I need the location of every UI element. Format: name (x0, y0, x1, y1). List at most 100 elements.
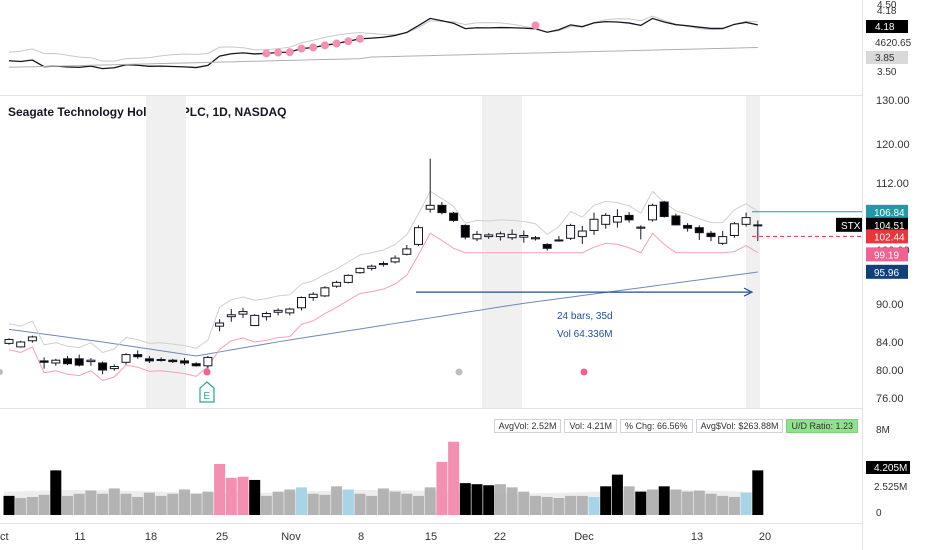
new-high-dot (356, 34, 364, 43)
candle-body (156, 359, 166, 361)
candle (507, 229, 517, 240)
candle-body (729, 223, 739, 236)
indicator-line (8, 17, 758, 70)
candle (449, 212, 459, 223)
candle (694, 225, 704, 240)
candle (226, 309, 236, 322)
volume-bar (190, 493, 202, 515)
volume-bar (331, 486, 343, 515)
candle (519, 230, 529, 243)
candle-body (180, 360, 189, 364)
volume-bar (541, 496, 553, 515)
candle (554, 236, 564, 242)
new-high-dot (531, 21, 540, 30)
price-label: 95.96 (874, 268, 899, 279)
candle-body (542, 243, 552, 249)
x-tick-label: 25 (216, 531, 228, 543)
volume-bar (179, 489, 190, 515)
x-tick-label: 15 (425, 531, 437, 543)
volume-label: 2.525M (874, 482, 907, 493)
candle (180, 358, 189, 366)
volume-bar (26, 496, 38, 515)
candle (577, 225, 587, 244)
candle-body (273, 309, 283, 313)
x-tick-label: ct (0, 531, 9, 543)
candle-body (191, 363, 201, 367)
candle (601, 213, 611, 229)
candle-body (531, 237, 540, 240)
chg-stat: % Chg: 66.56% (620, 419, 693, 433)
candle-body (308, 293, 318, 299)
candle (51, 358, 61, 366)
volume-bar (553, 498, 565, 515)
candle-body (636, 226, 646, 229)
volume-bar (120, 493, 132, 515)
ma-short-line (8, 190, 759, 354)
candle-body (355, 267, 365, 274)
indicator-label: 4620.65 (875, 38, 912, 49)
ud-ratio-stat: U/D Ratio: 1.23 (786, 419, 858, 433)
volume-bar (3, 495, 15, 515)
price-label: 106.84 (874, 208, 905, 219)
volume-bar (366, 495, 378, 515)
volume-bar (728, 496, 740, 515)
candle-body (460, 224, 470, 238)
price-tick-label: 90.00 (876, 299, 904, 311)
candle-body (671, 215, 681, 226)
volume-bar (401, 493, 413, 515)
indicator-label: 3.85 (875, 53, 895, 64)
candle-body (425, 204, 435, 210)
ma-pink-line (8, 232, 759, 382)
volume-bar (85, 490, 97, 515)
volume-bar (600, 486, 612, 515)
candle-body (144, 358, 154, 362)
candle (718, 231, 728, 245)
candle (671, 213, 681, 226)
candle-body (683, 224, 693, 229)
candle (648, 203, 657, 222)
candle-body (612, 216, 622, 223)
candle (402, 244, 412, 256)
volume-bar (214, 464, 226, 515)
new-high-dot (262, 49, 271, 58)
candle (683, 223, 693, 232)
volume-tick-label: 8M (876, 425, 890, 436)
candle-body (4, 338, 14, 344)
volume-bar (436, 461, 448, 515)
candle-body (261, 313, 271, 318)
volume-bar (459, 483, 471, 515)
volume-bar (506, 487, 518, 515)
volume-bar (471, 484, 483, 515)
candle-body (718, 236, 728, 244)
event-dot (0, 369, 3, 375)
volume-bar (588, 496, 600, 515)
candle-body (226, 314, 236, 318)
volume-bar (693, 490, 705, 515)
candle (297, 296, 306, 311)
candle (98, 361, 108, 375)
candle (343, 274, 353, 284)
volume-bar (740, 492, 752, 515)
volume-bar (494, 484, 506, 515)
indicator-tick: 4.50 (877, 0, 897, 11)
x-tick-label: 11 (74, 531, 85, 543)
volume-bar (260, 495, 272, 515)
candle-body (741, 217, 751, 225)
candle (285, 307, 295, 316)
volume-label: 4.205M (874, 463, 907, 474)
avgdollar-stat: Avg$Vol: $263.88M (695, 419, 784, 433)
candle-body (86, 359, 96, 363)
volume-bar (15, 498, 27, 515)
volume-bar (342, 489, 354, 515)
candle (16, 340, 26, 348)
volume-bar (73, 493, 85, 515)
volume-bar (272, 491, 284, 515)
candle-body (437, 204, 447, 214)
x-tick-label: 22 (494, 531, 506, 543)
volume-bar (483, 485, 495, 515)
price-label-bg (866, 247, 908, 262)
candle (706, 231, 716, 242)
event-dot (455, 368, 463, 376)
candle-body (109, 366, 119, 370)
